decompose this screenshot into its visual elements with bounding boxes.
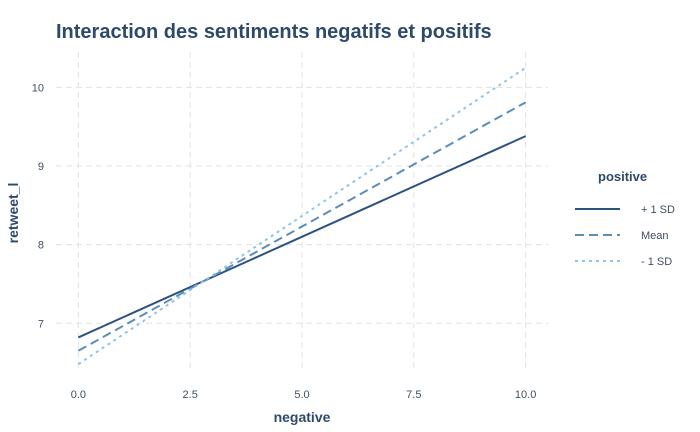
x-tick-labels: 0.0 2.5 5.0 7.5 10.0	[71, 389, 537, 401]
series-line-2	[77, 66, 527, 365]
x-tick-label: 0.0	[71, 389, 86, 401]
y-tick-label: 8	[38, 240, 44, 252]
x-tick-label: 7.5	[406, 389, 421, 401]
y-tick-label: 9	[38, 161, 44, 173]
legend-label: - 1 SD	[641, 256, 672, 268]
series-line-0	[77, 135, 527, 339]
legend-items: + 1 SD Mean - 1 SD	[575, 204, 675, 268]
x-axis-title: negative	[274, 409, 331, 425]
x-tick-label: 2.5	[183, 389, 198, 401]
y-tick-labels: 7 8 9 10	[32, 82, 44, 330]
chart-title: Interaction des sentiments negatifs et p…	[56, 21, 492, 43]
y-tick-label: 10	[32, 82, 44, 94]
legend: positive + 1 SD Mean - 1 SD	[575, 169, 675, 268]
x-tick-label: 10.0	[515, 389, 536, 401]
legend-label: Mean	[641, 230, 669, 242]
y-tick-label: 7	[38, 318, 44, 330]
series-line-1	[77, 101, 527, 352]
series-lines	[77, 66, 527, 365]
legend-label: + 1 SD	[641, 204, 675, 216]
x-tick-label: 5.0	[294, 389, 309, 401]
grid	[56, 52, 548, 372]
legend-title: positive	[598, 169, 647, 184]
y-axis-title: retweet_l	[5, 183, 21, 244]
